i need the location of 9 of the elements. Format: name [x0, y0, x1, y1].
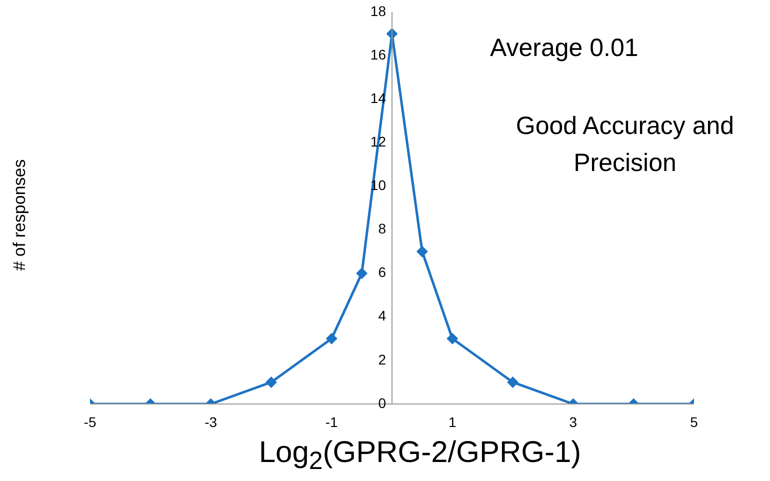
x-tick-label: -1 — [325, 414, 338, 430]
x-tick-label: 1 — [448, 414, 456, 430]
y-axis-title: # of responses — [10, 159, 30, 271]
x-tick-label: -5 — [84, 414, 96, 430]
x-tick-label: 3 — [569, 414, 578, 430]
x-axis-title: Log$_{2}$(GPRG-2/GPRG-1) — [258, 436, 582, 476]
y-tick-label: 18 — [370, 2, 386, 19]
x-tick-label: -3 — [204, 414, 218, 430]
x-tick-label: 5 — [690, 414, 698, 430]
